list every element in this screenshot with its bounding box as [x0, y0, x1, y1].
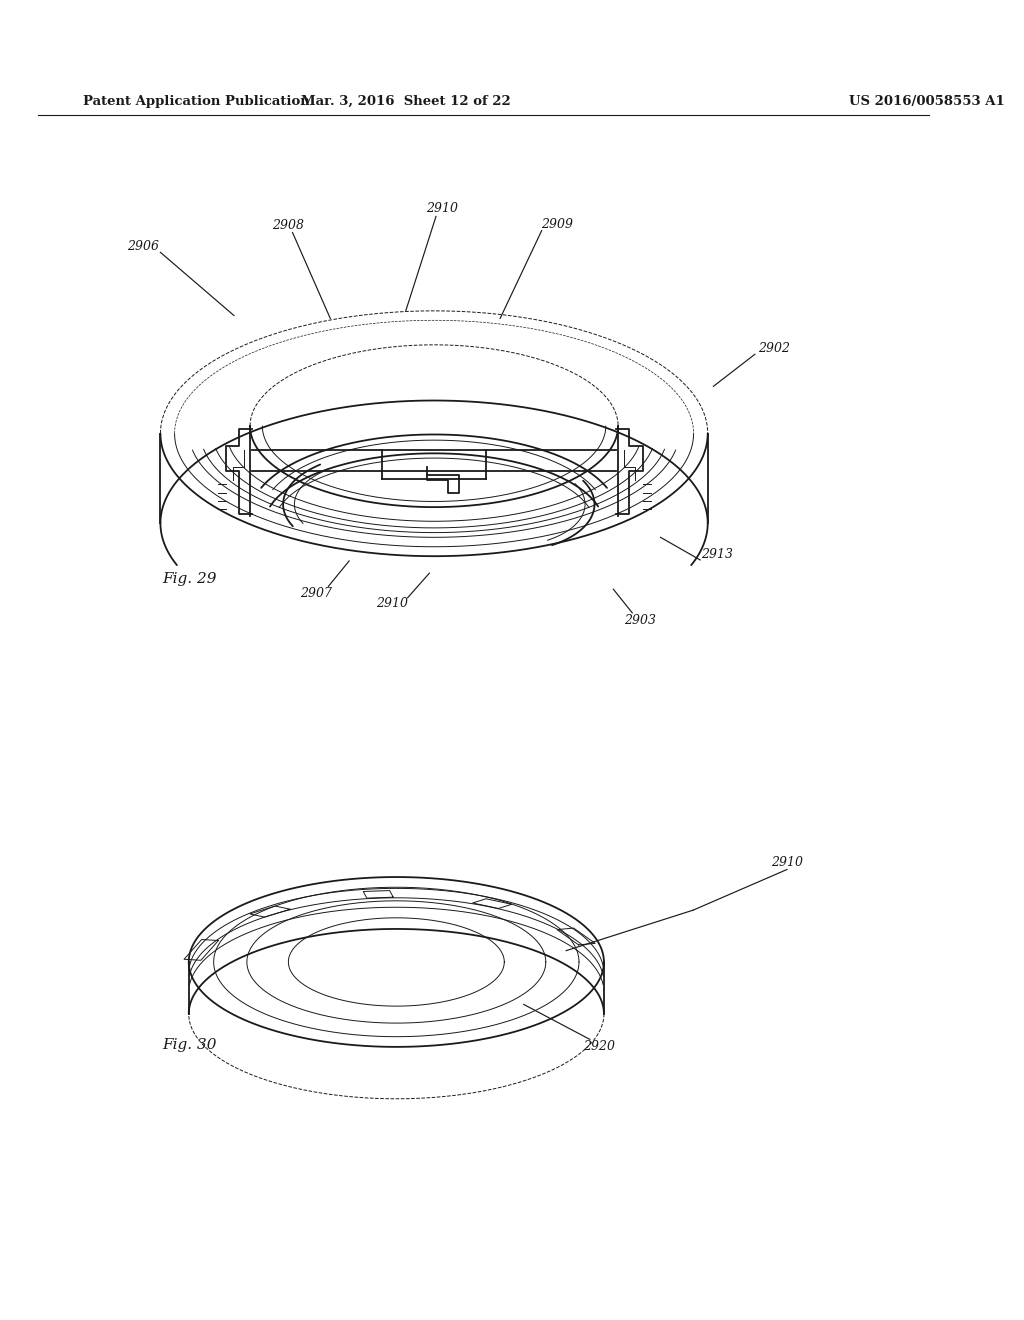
Text: 2920: 2920: [584, 1040, 615, 1053]
Text: Patent Application Publication: Patent Application Publication: [83, 95, 310, 108]
Text: US 2016/0058553 A1: US 2016/0058553 A1: [849, 95, 1005, 108]
Text: 2910: 2910: [771, 857, 803, 870]
Text: 2908: 2908: [271, 219, 304, 232]
Text: 2907: 2907: [300, 587, 332, 601]
Text: 2902: 2902: [758, 342, 790, 355]
Text: Fig. 29: Fig. 29: [163, 572, 217, 586]
Text: 2906: 2906: [127, 240, 160, 253]
Text: Mar. 3, 2016  Sheet 12 of 22: Mar. 3, 2016 Sheet 12 of 22: [301, 95, 511, 108]
Text: 2903: 2903: [624, 614, 655, 627]
Text: 2913: 2913: [701, 548, 733, 561]
Text: 2910: 2910: [426, 202, 458, 215]
Text: 2910: 2910: [376, 597, 408, 610]
Text: 2909: 2909: [541, 218, 572, 231]
Text: Fig. 30: Fig. 30: [163, 1038, 217, 1052]
